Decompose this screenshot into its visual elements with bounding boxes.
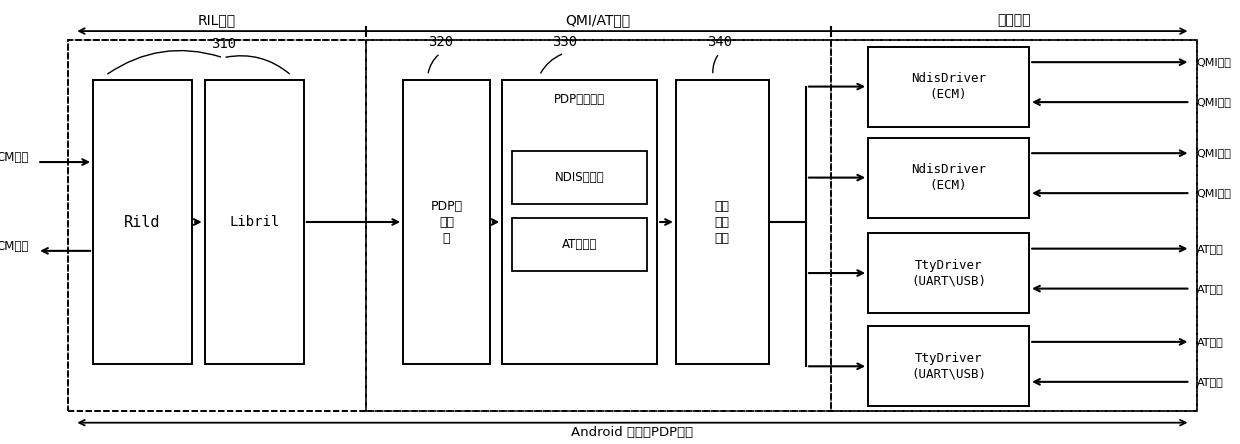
Text: 310: 310 (211, 37, 236, 52)
Text: QMI请求: QMI请求 (1197, 148, 1231, 158)
Text: Rild: Rild (124, 214, 161, 230)
Text: AT响应: AT响应 (1197, 284, 1224, 293)
Text: NdisDriver
(ECM): NdisDriver (ECM) (911, 163, 986, 192)
Text: PDP管
理模
块: PDP管 理模 块 (430, 199, 463, 245)
Text: AT请求: AT请求 (1197, 244, 1224, 254)
Bar (68, 40, 366, 411)
Bar (512, 218, 647, 271)
Text: PDP控制模块: PDP控制模块 (554, 93, 605, 107)
Text: RIL框架: RIL框架 (198, 13, 236, 27)
Bar (831, 40, 1197, 411)
Text: 设备驱动: 设备驱动 (997, 13, 1030, 27)
Bar (512, 151, 647, 204)
Bar (205, 80, 304, 364)
Bar (502, 80, 657, 364)
Text: NdisDriver
(ECM): NdisDriver (ECM) (911, 72, 986, 101)
Text: QMI请求: QMI请求 (1197, 57, 1231, 67)
Text: Android 系统多PDP框图: Android 系统多PDP框图 (572, 426, 693, 440)
Text: TtyDriver
(UART\USB): TtyDriver (UART\USB) (911, 352, 986, 381)
Text: CM响应: CM响应 (0, 240, 29, 253)
Text: 340: 340 (707, 35, 732, 49)
Bar (868, 138, 1029, 218)
Text: CM请求: CM请求 (0, 151, 29, 164)
Text: 设备
管理
模块: 设备 管理 模块 (714, 199, 730, 245)
Bar (403, 80, 490, 364)
Text: NDIS子模块: NDIS子模块 (554, 171, 605, 184)
Text: Libril: Libril (229, 215, 279, 229)
Bar (93, 80, 192, 364)
Text: AT子模块: AT子模块 (562, 238, 598, 251)
Text: QMI响应: QMI响应 (1197, 97, 1231, 107)
Bar (868, 47, 1029, 127)
Bar (868, 233, 1029, 313)
Text: QMI响应: QMI响应 (1197, 188, 1231, 198)
Text: 330: 330 (552, 35, 577, 49)
Text: AT请求: AT请求 (1197, 337, 1224, 347)
Bar (68, 40, 1197, 411)
Text: AT响应: AT响应 (1197, 377, 1224, 387)
Text: QMI/AT实现: QMI/AT实现 (565, 13, 631, 27)
Text: 320: 320 (428, 35, 453, 49)
Bar (868, 326, 1029, 406)
Text: TtyDriver
(UART\USB): TtyDriver (UART\USB) (911, 258, 986, 288)
Bar (366, 40, 831, 411)
Bar (676, 80, 769, 364)
